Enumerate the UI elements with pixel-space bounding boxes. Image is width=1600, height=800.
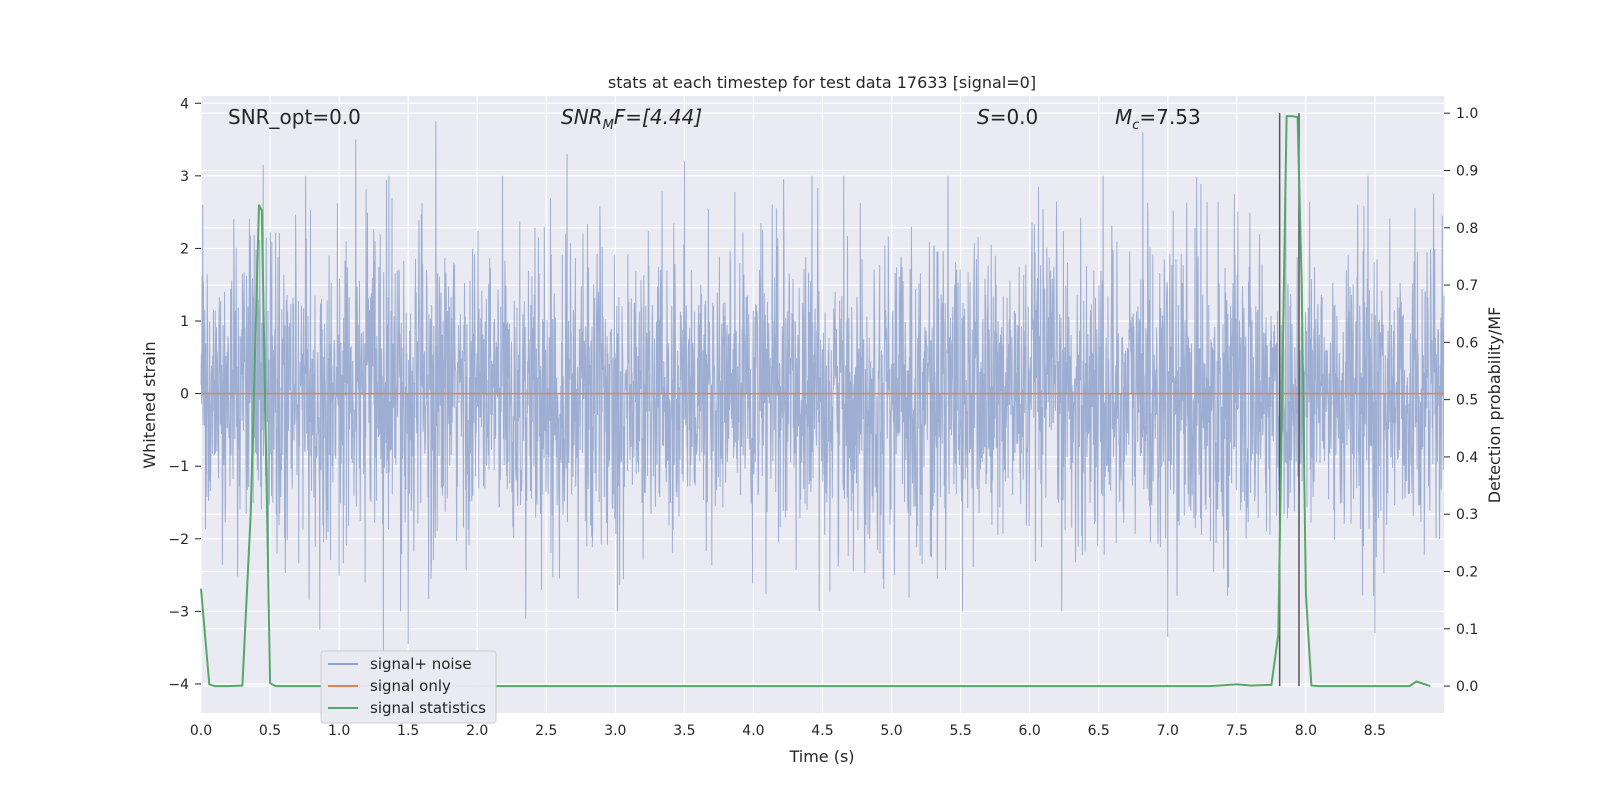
y2-tick-label: 0.1 (1456, 622, 1478, 638)
annotation-mc-sub: c (1132, 118, 1139, 133)
series-signal-plus-noise (200, 121, 1445, 655)
y2-tick-label: 0.6 (1456, 335, 1478, 351)
signal-plus-noise-line (200, 121, 1445, 655)
y-tick-label: 2 (180, 241, 189, 257)
annotation-s-value: =0.0 (990, 105, 1039, 129)
legend: signal+ noise signal only signal statist… (320, 650, 497, 724)
legend-label-signal-statistics: signal statistics (370, 699, 486, 717)
annotation-mc-value: =7.53 (1139, 105, 1200, 129)
y2-tick-label: 0.5 (1456, 393, 1478, 409)
y-axis-label: Whitened strain (140, 341, 159, 468)
x-tick-label: 7.0 (1157, 723, 1179, 739)
y2-tick-label: 0.9 (1456, 163, 1478, 179)
x-axis-label: Time (s) (788, 747, 854, 766)
y2-axis-label: Detection probability/MF (1485, 307, 1504, 504)
annotation-s: S=0.0 (977, 105, 1038, 129)
x-tick-label: 5.5 (949, 723, 971, 739)
x-tick-label: 8.5 (1364, 723, 1386, 739)
legend-label-signal-only: signal only (370, 677, 451, 695)
x-tick-label: 7.5 (1226, 723, 1248, 739)
y2-tick-label: 1.0 (1456, 106, 1478, 122)
annotation-snr-mf-main: SNR (561, 105, 603, 129)
y2-axis-ticks: 1.0 0.9 0.8 0.7 0.6 0.5 0.4 0.3 0.2 0.1 0.0 (1444, 106, 1478, 695)
y-tick-label: 0 (180, 387, 189, 403)
annotation-snr-mf: SNRMF=[4.44] (561, 105, 702, 133)
y-tick-label: −4 (168, 677, 189, 693)
y2-tick-label: 0.3 (1456, 507, 1478, 523)
x-axis-ticks: 0.0 0.5 1.0 1.5 2.0 2.5 3.0 3.5 4.0 4.5 5.0 5.5 6.0 6… (190, 723, 1386, 739)
y2-tick-label: 0.4 (1456, 450, 1478, 466)
series-signal-statistics (200, 115, 1431, 688)
y-tick-label: −3 (168, 604, 189, 620)
y-tick-label: 4 (180, 96, 189, 112)
y-tick-label: 3 (180, 169, 189, 185)
x-tick-label: 4.5 (811, 723, 833, 739)
y2-tick-label: 0.0 (1456, 679, 1478, 695)
x-tick-label: 5.0 (880, 723, 902, 739)
x-tick-label: 3.0 (604, 723, 626, 739)
x-tick-label: 1.0 (328, 723, 350, 739)
x-tick-label: 6.0 (1019, 723, 1041, 739)
y2-tick-label: 0.8 (1456, 221, 1478, 237)
x-tick-label: 8.0 (1295, 723, 1317, 739)
annotation-mc: Mc=7.53 (1115, 105, 1201, 133)
annotation-snr-mf-tail: F=[4.44] (614, 105, 702, 129)
annotation-mc-main: M (1115, 105, 1132, 129)
x-tick-label: 6.5 (1088, 723, 1110, 739)
y2-tick-label: 0.7 (1456, 278, 1478, 294)
legend-box (320, 650, 497, 724)
annotation-s-label: S (977, 105, 990, 129)
y-axis-ticks: 4 3 2 1 0 −1 −2 −3 −4 (168, 96, 201, 693)
y-tick-label: −2 (168, 532, 189, 548)
y2-tick-label: 0.2 (1456, 564, 1478, 580)
x-tick-label: 0.0 (190, 723, 212, 739)
legend-label-signal-plus-noise: signal+ noise (370, 655, 472, 673)
x-tick-label: 2.5 (535, 723, 557, 739)
annotation-snr-opt: SNR_opt=0.0 (228, 105, 361, 129)
chart-title: stats at each timestep for test data 176… (608, 73, 1036, 92)
y-tick-label: −1 (168, 459, 189, 475)
x-tick-label: 3.5 (673, 723, 695, 739)
y-tick-label: 1 (180, 314, 189, 330)
x-tick-label: 2.0 (466, 723, 488, 739)
x-tick-label: 0.5 (259, 723, 281, 739)
x-tick-label: 1.5 (397, 723, 419, 739)
signal-statistics-line (200, 115, 1431, 688)
x-tick-label: 4.0 (742, 723, 764, 739)
annotation-snr-mf-sub: M (603, 118, 614, 133)
